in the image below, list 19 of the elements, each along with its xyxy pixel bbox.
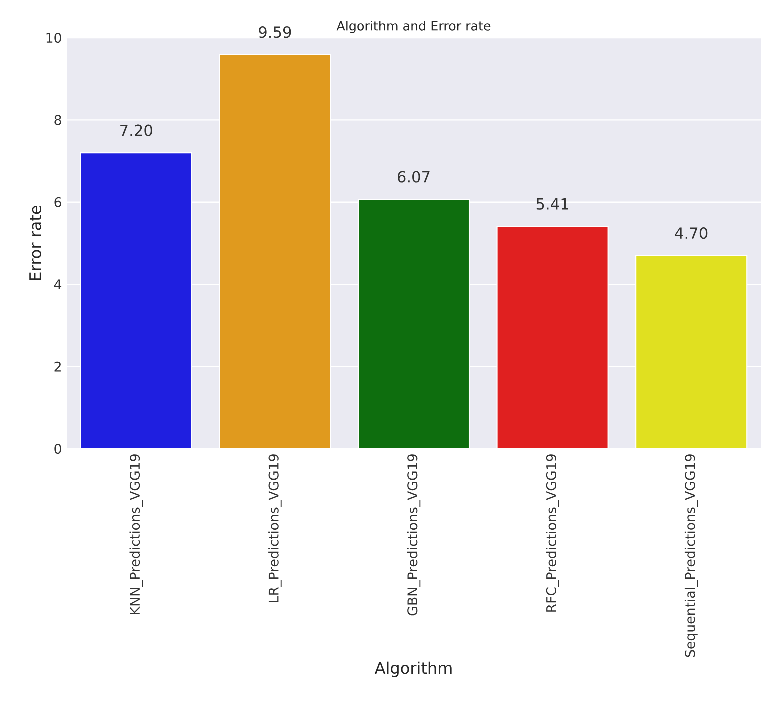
data-label: 9.59 xyxy=(259,26,292,38)
x-tick-label: Sequential_Predictions_VGG19 xyxy=(684,454,698,658)
y-tick-label: 10 xyxy=(46,32,62,44)
y-tick-label: 4 xyxy=(54,280,62,290)
y-tick-label: 8 xyxy=(54,115,62,126)
data-label: 5.41 xyxy=(536,198,568,210)
y-axis-title: Error rate xyxy=(30,206,42,280)
x-tick-label: GBN_Predictions_VGG19 xyxy=(407,454,421,616)
x-tick-label: LR_Predictions_VGG19 xyxy=(268,454,282,602)
data-label: 6.07 xyxy=(398,171,430,183)
data-label: 7.20 xyxy=(120,124,152,136)
data-label: 4.70 xyxy=(675,228,708,240)
y-tick-label: 6 xyxy=(54,197,62,208)
x-tick-label: RFC_Predictions_VGG19 xyxy=(546,454,560,612)
x-axis-title: Algorithm xyxy=(374,662,452,678)
x-tick-label: KNN_Predictions_VGG19 xyxy=(130,454,144,614)
y-tick-label: 2 xyxy=(54,362,61,372)
chart-title: Algorithm and Error rate xyxy=(336,21,491,34)
y-tick-label: 0 xyxy=(54,444,62,454)
